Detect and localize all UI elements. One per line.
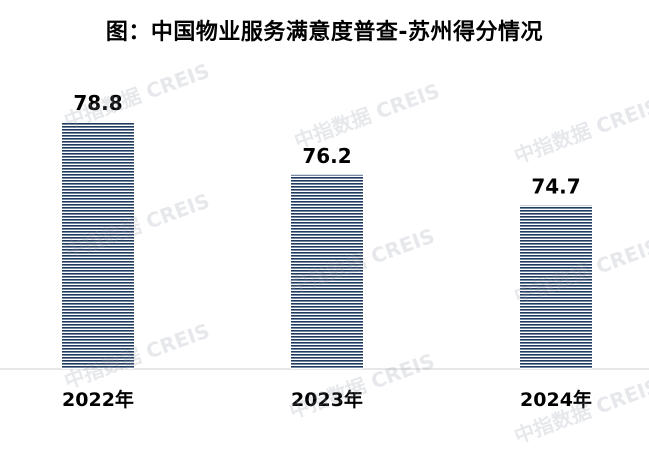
x-tick-label: 2022年 [62, 388, 134, 411]
bar-2024年 [520, 205, 592, 369]
bar-2022年 [62, 122, 134, 369]
data-label: 78.8 [73, 91, 122, 115]
x-tick-label: 2023年 [291, 388, 363, 411]
bar-chart: 78.8 76.2 74.7 2022年 2023年 2024年 [0, 91, 649, 411]
chart-title: 图：中国物业服务满意度普查-苏州得分情况 [105, 20, 544, 45]
data-label: 76.2 [302, 144, 351, 168]
bar-2023年 [291, 174, 363, 369]
x-tick-label: 2024年 [520, 388, 592, 411]
data-label: 74.7 [531, 174, 580, 198]
